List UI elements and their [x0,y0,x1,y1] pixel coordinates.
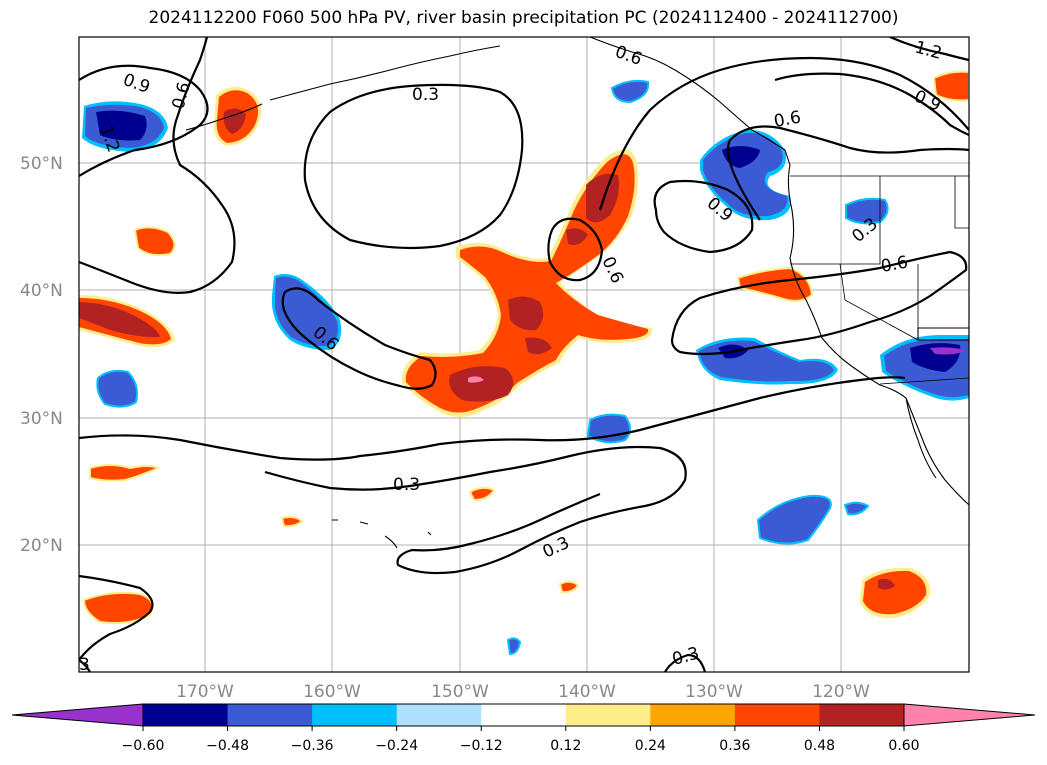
lon-axis: 170°W 160°W 150°W 140°W 130°W 120°W [176,682,870,702]
contour-label: 0.3 [393,475,420,495]
lon-label: 130°W [685,682,743,702]
colorbar-segment [819,704,905,726]
contour-label: 0.3 [412,85,439,105]
map-frame [78,36,970,673]
colorbar-tick-label: −0.24 [375,738,418,754]
lat-label: 50°N [20,154,63,174]
lon-label: 120°W [812,682,870,702]
lon-label: 140°W [558,682,616,702]
colorbar-segment [227,704,313,726]
colorbar-tick-label: 0.48 [804,738,835,754]
colorbar-segment [396,704,482,726]
colorbar-tick-label: −0.12 [460,738,503,754]
colorbar-segment [734,704,820,726]
colorbar-segment [650,704,736,726]
contour-label: 0.6 [879,253,909,277]
colorbar-segment [143,704,229,726]
colorbar-tick-label: 0.36 [719,738,750,754]
map-title: 2024112200 F060 500 hPa PV, river basin … [148,8,899,28]
pv-contours [79,37,969,672]
colorbar-tick-label: 0.12 [550,738,581,754]
lat-axis: 50°N 40°N 30°N 20°N [20,154,63,556]
contour-label: 3 [79,655,90,675]
colorbar-tick-label: 0.60 [888,738,919,754]
colorbar-outline [142,703,905,727]
lat-label: 20°N [20,536,63,556]
colorbar-tick-label: −0.36 [291,738,334,754]
colorbar-extend-low [11,703,144,727]
colorbar-tick-label: 0.24 [635,738,666,754]
lat-label: 30°N [20,409,63,429]
lon-label: 160°W [303,682,361,702]
colorbar-extend-high [903,703,1036,727]
lon-label: 170°W [176,682,234,702]
colorbar-segment [565,704,651,726]
contour-label: 0.6 [772,108,802,132]
precip-shading [79,70,969,656]
lon-label: 150°W [431,682,489,702]
colorbar-tick-label: −0.60 [122,738,165,754]
colorbar-segment [312,704,398,726]
colorbar: −0.60 −0.48 −0.36 −0.24 −0.12 0.12 0.24 0.36 0.4… [11,703,1036,754]
colorbar-tick-label: −0.48 [206,738,249,754]
lat-label: 40°N [20,281,63,301]
colorbar-segment [481,704,567,726]
